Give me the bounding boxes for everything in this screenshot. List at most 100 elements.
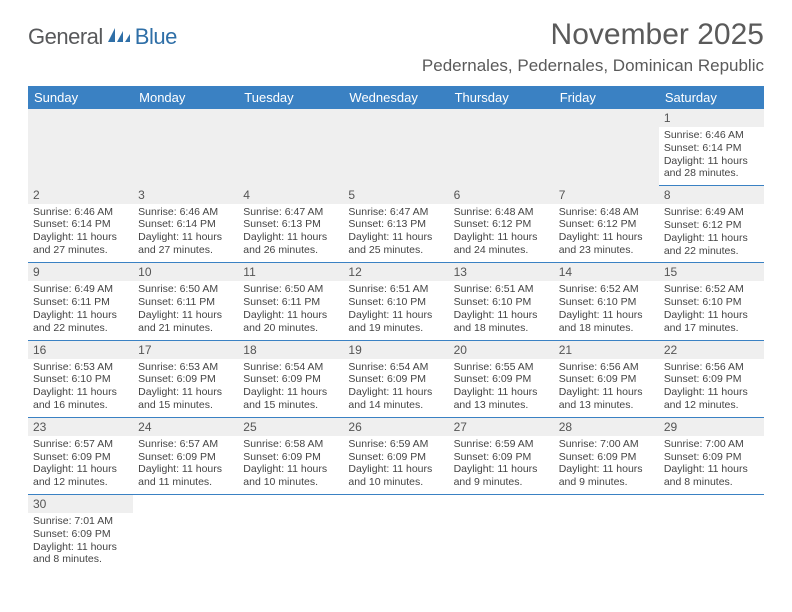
day-number: 23 — [28, 418, 133, 436]
location-subtitle: Pedernales, Pedernales, Dominican Republ… — [422, 56, 764, 76]
day-number: 22 — [659, 341, 764, 359]
sunset-line: Sunset: 6:09 PM — [33, 451, 128, 464]
calendar-body: 1Sunrise: 6:46 AMSunset: 6:14 PMDaylight… — [28, 109, 764, 571]
day-number: 15 — [659, 263, 764, 281]
calendar-day: 16Sunrise: 6:53 AMSunset: 6:10 PMDayligh… — [28, 340, 133, 417]
sunset-line: Sunset: 6:09 PM — [559, 373, 654, 386]
calendar-day: 9Sunrise: 6:49 AMSunset: 6:11 PMDaylight… — [28, 263, 133, 340]
day-number: 29 — [659, 418, 764, 436]
calendar-day: 24 Sunrise: 6:57 AMSunset: 6:09 PMDayligh… — [133, 417, 238, 494]
sunrise-line: Sunrise: 6:53 AM — [33, 361, 128, 374]
daylight-line: Daylight: 11 hours and 19 minutes. — [348, 309, 443, 335]
calendar-day: 10Sunrise: 6:50 AMSunset: 6:11 PMDayligh… — [133, 263, 238, 340]
calendar-day: 15Sunrise: 6:52 AMSunset: 6:10 PMDayligh… — [659, 263, 764, 340]
daylight-line: Daylight: 11 hours and 20 minutes. — [243, 309, 338, 335]
calendar-week: 2Sunrise: 6:46 AMSunset: 6:14 PMDaylight… — [28, 186, 764, 263]
daylight-line: Daylight: 11 hours and 11 minutes. — [138, 463, 233, 489]
day-number: 5 — [343, 186, 448, 204]
daylight-line: Daylight: 11 hours and 14 minutes. — [348, 386, 443, 412]
day-number: 10 — [133, 263, 238, 281]
calendar-day: 1Sunrise: 6:46 AMSunset: 6:14 PMDaylight… — [659, 109, 764, 186]
weekday-header: Saturday — [659, 86, 764, 109]
sunrise-line: Sunrise: 6:46 AM — [138, 206, 233, 219]
daylight-line: Daylight: 11 hours and 13 minutes. — [454, 386, 549, 412]
sunrise-line: Sunrise: 6:57 AM — [33, 438, 128, 451]
sunrise-line: Sunrise: 6:50 AM — [243, 283, 338, 296]
daylight-line: Daylight: 11 hours and 25 minutes. — [348, 231, 443, 257]
calendar-week: 23Sunrise: 6:57 AMSunset: 6:09 PMDayligh… — [28, 417, 764, 494]
sunrise-line: Sunrise: 6:53 AM — [138, 361, 233, 374]
calendar-day: 29Sunrise: 7:00 AMSunset: 6:09 PMDayligh… — [659, 417, 764, 494]
sunset-line: Sunset: 6:10 PM — [348, 296, 443, 309]
calendar-day: 18Sunrise: 6:54 AMSunset: 6:09 PMDayligh… — [238, 340, 343, 417]
sunset-line: Sunset: 6:09 PM — [664, 373, 759, 386]
calendar-day: 28Sunrise: 7:00 AMSunset: 6:09 PMDayligh… — [554, 417, 659, 494]
calendar-day: 13Sunrise: 6:51 AMSunset: 6:10 PMDayligh… — [449, 263, 554, 340]
calendar-day: 22Sunrise: 6:56 AMSunset: 6:09 PMDayligh… — [659, 340, 764, 417]
sunset-line: Sunset: 6:14 PM — [138, 218, 233, 231]
sunset-line: Sunset: 6:09 PM — [138, 373, 233, 386]
calendar-week: 9Sunrise: 6:49 AMSunset: 6:11 PMDaylight… — [28, 263, 764, 340]
sunrise-line: Sunrise: 6:52 AM — [559, 283, 654, 296]
sunset-line: Sunset: 6:12 PM — [664, 219, 759, 232]
calendar-day: 21Sunrise: 6:56 AMSunset: 6:09 PMDayligh… — [554, 340, 659, 417]
day-number: 16 — [28, 341, 133, 359]
daylight-line: Daylight: 11 hours and 15 minutes. — [243, 386, 338, 412]
sunrise-line: Sunrise: 6:49 AM — [664, 206, 759, 219]
daylight-line: Daylight: 11 hours and 27 minutes. — [138, 231, 233, 257]
daylight-line: Daylight: 11 hours and 15 minutes. — [138, 386, 233, 412]
sunset-line: Sunset: 6:11 PM — [33, 296, 128, 309]
daylight-line: Daylight: 11 hours and 13 minutes. — [559, 386, 654, 412]
sunrise-line: Sunrise: 7:01 AM — [33, 515, 128, 528]
day-number: 9 — [28, 263, 133, 281]
calendar-day: 17Sunrise: 6:53 AMSunset: 6:09 PMDayligh… — [133, 340, 238, 417]
sunrise-line: Sunrise: 6:47 AM — [243, 206, 338, 219]
daylight-line: Daylight: 11 hours and 26 minutes. — [243, 231, 338, 257]
daylight-line: Daylight: 11 hours and 23 minutes. — [559, 231, 654, 257]
day-number: 20 — [449, 341, 554, 359]
calendar-day: 7Sunrise: 6:48 AMSunset: 6:12 PMDaylight… — [554, 186, 659, 263]
daylight-line: Daylight: 11 hours and 16 minutes. — [33, 386, 128, 412]
sunset-line: Sunset: 6:10 PM — [454, 296, 549, 309]
sunrise-line: Sunrise: 6:52 AM — [664, 283, 759, 296]
sunrise-line: Sunrise: 7:00 AM — [664, 438, 759, 451]
daylight-line: Daylight: 11 hours and 9 minutes. — [559, 463, 654, 489]
sunrise-line: Sunrise: 6:56 AM — [664, 361, 759, 374]
sunset-line: Sunset: 6:12 PM — [559, 218, 654, 231]
sunset-line: Sunset: 6:09 PM — [138, 451, 233, 464]
daylight-line: Daylight: 11 hours and 9 minutes. — [454, 463, 549, 489]
sunrise-line: Sunrise: 6:59 AM — [454, 438, 549, 451]
calendar-day: 23Sunrise: 6:57 AMSunset: 6:09 PMDayligh… — [28, 417, 133, 494]
day-number: 13 — [449, 263, 554, 281]
page: General Blue November 2025 Pedernales, P… — [0, 0, 792, 589]
weekday-header: Monday — [133, 86, 238, 109]
sunrise-line: Sunrise: 6:46 AM — [33, 206, 128, 219]
day-number: 3 — [133, 186, 238, 204]
sunset-line: Sunset: 6:09 PM — [454, 373, 549, 386]
calendar-day: 30Sunrise: 7:01 AMSunset: 6:09 PMDayligh… — [28, 494, 133, 571]
daylight-line: Daylight: 11 hours and 27 minutes. — [33, 231, 128, 257]
calendar-day: 5Sunrise: 6:47 AMSunset: 6:13 PMDaylight… — [343, 186, 448, 263]
weekday-header: Friday — [554, 86, 659, 109]
calendar-day-empty — [659, 494, 764, 571]
day-number: 30 — [28, 495, 133, 513]
daylight-line: Daylight: 11 hours and 17 minutes. — [664, 309, 759, 335]
sunset-line: Sunset: 6:11 PM — [138, 296, 233, 309]
day-number: 24 — [133, 418, 238, 436]
sunrise-line: Sunrise: 6:57 AM — [138, 438, 233, 451]
calendar-week: 16Sunrise: 6:53 AMSunset: 6:10 PMDayligh… — [28, 340, 764, 417]
calendar-day-empty — [133, 109, 238, 186]
sunset-line: Sunset: 6:11 PM — [243, 296, 338, 309]
sunrise-line: Sunrise: 6:51 AM — [348, 283, 443, 296]
sunset-line: Sunset: 6:09 PM — [348, 451, 443, 464]
calendar-day-empty — [554, 494, 659, 571]
calendar-day-empty — [343, 494, 448, 571]
calendar-day: 3 Sunrise: 6:46 AMSunset: 6:14 PMDaylight… — [133, 186, 238, 263]
calendar-day: 26Sunrise: 6:59 AMSunset: 6:09 PMDayligh… — [343, 417, 448, 494]
day-number: 27 — [449, 418, 554, 436]
sunrise-line: Sunrise: 6:49 AM — [33, 283, 128, 296]
brand-part1: General — [28, 24, 103, 50]
sunset-line: Sunset: 6:12 PM — [454, 218, 549, 231]
calendar-week: 30Sunrise: 7:01 AMSunset: 6:09 PMDayligh… — [28, 494, 764, 571]
calendar-day-empty — [28, 109, 133, 186]
